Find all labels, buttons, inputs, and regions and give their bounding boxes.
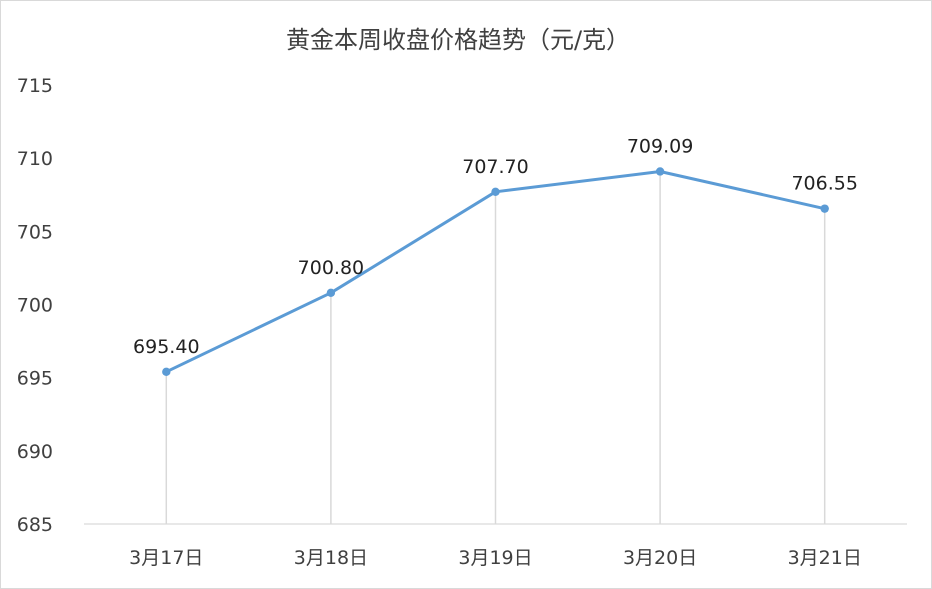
data-point — [491, 187, 500, 197]
x-tick-label: 3月20日 — [623, 547, 697, 569]
data-point — [162, 367, 171, 377]
y-tick-label: 705 — [17, 221, 53, 243]
data-label: 695.40 — [133, 336, 199, 358]
y-tick-label: 710 — [17, 148, 53, 170]
y-tick-label: 685 — [17, 514, 53, 536]
data-label: 700.80 — [298, 257, 364, 279]
x-tick-label: 3月19日 — [458, 547, 532, 569]
x-tick-label: 3月17日 — [129, 547, 203, 569]
data-labels: 695.40 700.80 707.70 709.09 706.55 — [133, 135, 858, 357]
y-tick-label: 690 — [17, 441, 53, 463]
data-point — [326, 288, 336, 297]
y-tick-label: 700 — [17, 295, 53, 317]
x-tick-label: 3月21日 — [788, 547, 862, 569]
x-axis-tick-labels: 3月17日 3月18日 3月19日 3月20日 3月21日 — [129, 547, 862, 569]
chart-title: 黄金本周收盘价格趋势（元/克） — [286, 26, 630, 54]
data-label: 707.70 — [462, 156, 528, 178]
y-axis-tick-labels: 685 690 695 700 705 710 715 — [17, 75, 53, 536]
data-point — [820, 204, 829, 213]
data-markers — [162, 167, 829, 377]
y-tick-label: 695 — [17, 368, 53, 390]
y-tick-label: 715 — [17, 75, 53, 97]
data-point — [655, 167, 665, 176]
x-tick-label: 3月18日 — [294, 547, 368, 569]
drop-lines — [165, 171, 826, 524]
data-label: 709.09 — [627, 135, 693, 157]
data-label: 706.55 — [791, 173, 857, 195]
